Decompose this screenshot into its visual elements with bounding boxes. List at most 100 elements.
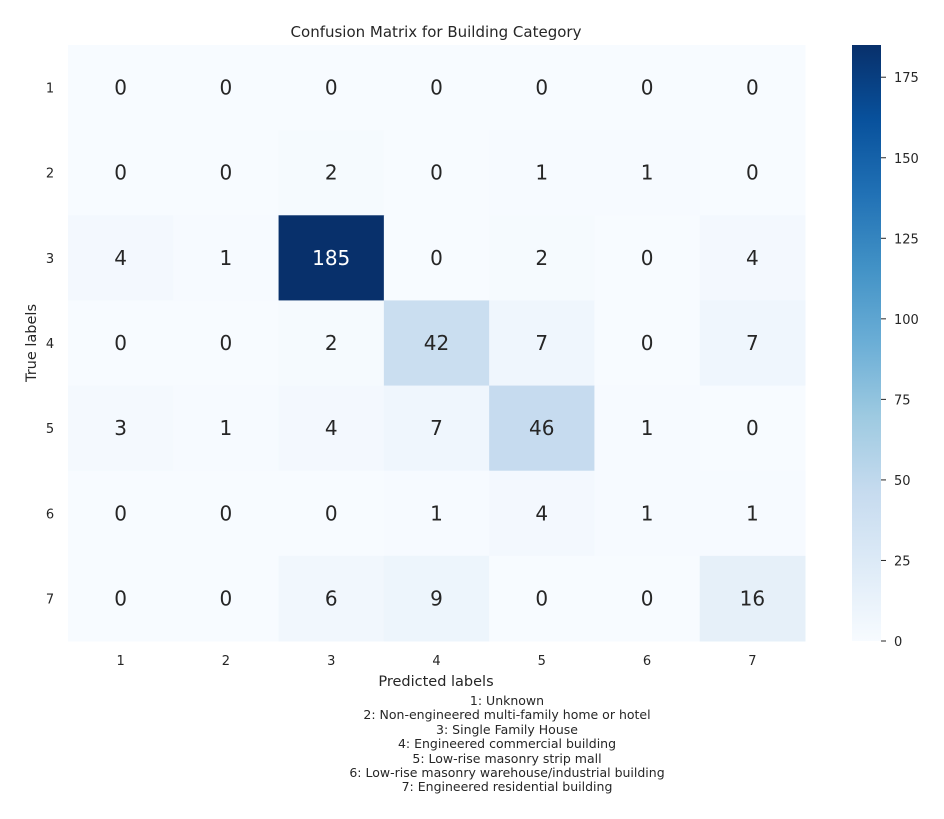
cell-value-label: 1 — [535, 161, 548, 185]
cell-value-label: 6 — [325, 586, 338, 610]
y-tick-label: 5 — [46, 422, 54, 437]
cell-value-label: 4 — [114, 246, 127, 270]
cell-value-label: 0 — [220, 331, 233, 355]
x-tick-label: 1 — [117, 654, 125, 669]
heatmap-cell — [383, 470, 490, 557]
legend-note: 1: Unknown — [469, 693, 545, 708]
heatmap-cell — [489, 300, 595, 387]
y-axis-ticks: 1 2 3 4 5 6 7 — [46, 82, 54, 608]
cell-value-label: 7 — [535, 331, 548, 355]
heatmap-cell — [278, 215, 385, 301]
cell-value-label: 0 — [114, 501, 127, 525]
cell-value-label: 0 — [325, 501, 338, 525]
colorbar-tick-label: 175 — [894, 71, 919, 86]
y-tick-label: 3 — [46, 252, 54, 267]
heatmap-cell — [594, 300, 701, 387]
colorbar-tick-label: 150 — [894, 152, 919, 167]
cell-value-label: 1 — [641, 416, 654, 440]
heatmap-cell — [278, 300, 385, 387]
heatmap-cell — [594, 215, 701, 301]
heatmap-cell — [699, 555, 806, 642]
heatmap-cell — [489, 130, 595, 216]
heatmap-cell — [489, 470, 595, 557]
heatmap-cell — [278, 470, 385, 557]
legend-note: 4: Engineered commercial building — [397, 736, 617, 752]
x-tick-label: 3 — [327, 654, 335, 669]
cell-value-label: 3 — [114, 416, 127, 440]
heatmap-cells: 0 0 0 0 0 0 00 0 2 0 1 1 04 1 185 0 2 0 40 0 2 42 7 0 73 1 4 7 46 1 00… — [68, 45, 806, 642]
heatmap-cell — [68, 300, 174, 387]
heatmap-cell — [594, 470, 701, 557]
cell-value-label: 0 — [220, 501, 233, 525]
cell-value-label: 2 — [325, 161, 338, 185]
cell-value-label: 0 — [746, 161, 759, 185]
cell-value-label: 0 — [641, 246, 654, 270]
heatmap-cell — [489, 385, 595, 472]
cell-value-label: 0 — [220, 161, 233, 185]
heatmap-cell — [173, 470, 280, 557]
heatmap-cell — [489, 215, 595, 301]
cell-value-label: 1 — [220, 246, 233, 270]
cell-value-label: 7 — [746, 331, 759, 355]
heatmap-cell — [173, 215, 280, 301]
heatmap-cell — [383, 555, 490, 642]
cell-value-label: 0 — [220, 586, 233, 610]
heatmap-cell — [594, 555, 701, 642]
y-tick-label: 7 — [46, 592, 54, 607]
heatmap-cell — [278, 385, 385, 472]
cell-value-label: 185 — [312, 246, 350, 270]
heatmap-cell — [383, 45, 490, 131]
legend-note: 2: Non-engineered multi-family home or h… — [363, 707, 651, 723]
cell-value-label: 0 — [641, 586, 654, 610]
heatmap-cell — [68, 215, 174, 301]
colorbar-tick-label: 50 — [894, 474, 911, 489]
colorbar-tick-label: 25 — [894, 554, 911, 569]
cell-value-label: 4 — [746, 246, 759, 270]
colorbar-tick-label: 125 — [894, 232, 919, 247]
x-tick-label: 6 — [643, 654, 651, 669]
y-tick-label: 6 — [46, 507, 54, 522]
colorbar-tick-label: 75 — [894, 393, 911, 408]
cell-value-label: 0 — [114, 586, 127, 610]
heatmap-cell — [173, 45, 280, 131]
cell-value-label: 0 — [430, 246, 443, 270]
cell-value-label: 46 — [529, 416, 554, 440]
x-tick-label: 2 — [222, 654, 230, 669]
heatmap-cell — [489, 45, 595, 131]
y-tick-label: 2 — [46, 167, 54, 182]
heatmap-cell — [699, 300, 806, 387]
heatmap-cell — [594, 130, 701, 216]
cell-value-label: 9 — [430, 586, 443, 610]
cell-value-label: 4 — [325, 416, 338, 440]
cell-value-label: 16 — [740, 586, 765, 610]
heatmap-cell — [699, 215, 806, 301]
cell-value-label: 0 — [114, 161, 127, 185]
colorbar-tick-label: 100 — [894, 313, 919, 328]
cell-value-label: 0 — [430, 161, 443, 185]
cell-value-label: 42 — [424, 331, 449, 355]
cell-value-label: 0 — [325, 76, 338, 100]
cell-value-label: 0 — [641, 76, 654, 100]
cell-value-label: 0 — [114, 76, 127, 100]
heatmap-cell — [699, 45, 806, 131]
heatmap-cell — [594, 45, 701, 131]
colorbar-tick-label: 0 — [894, 635, 902, 650]
heatmap-cell — [383, 385, 490, 472]
heatmap-cell — [383, 215, 490, 301]
cell-value-label: 0 — [746, 416, 759, 440]
x-axis-label: Predicted labels — [378, 674, 493, 690]
legend-note: 6: Low-rise masonry warehouse/industrial… — [349, 765, 665, 781]
colorbar — [852, 45, 881, 641]
heatmap-cell — [68, 130, 174, 216]
cell-value-label: 4 — [535, 501, 548, 525]
heatmap-cell — [699, 470, 806, 557]
x-tick-label: 4 — [432, 654, 440, 669]
heatmap-cell — [594, 385, 701, 472]
heatmap-cell — [173, 300, 280, 387]
cell-value-label: 1 — [641, 501, 654, 525]
x-tick-label: 7 — [748, 654, 756, 669]
cell-value-label: 1 — [641, 161, 654, 185]
heatmap-cell — [278, 45, 385, 131]
cell-value-label: 0 — [430, 76, 443, 100]
cell-value-label: 1 — [220, 416, 233, 440]
